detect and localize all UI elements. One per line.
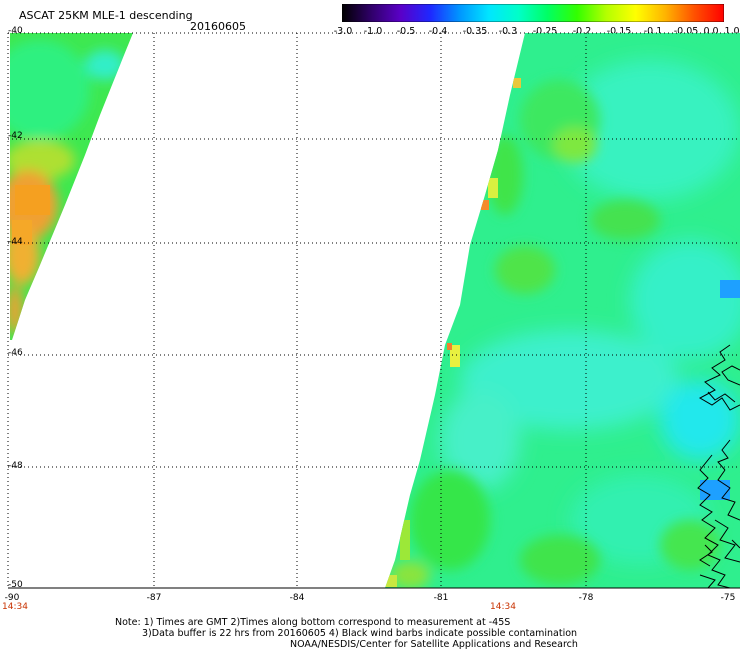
colorbar-label: -0.4 — [428, 26, 448, 37]
lat-label: -50 — [8, 580, 23, 590]
lon-label: -75 — [720, 593, 736, 603]
time-label: 14:34 — [490, 602, 516, 612]
note-line-1: Note: 1) Times are GMT 2)Times along bot… — [115, 617, 511, 628]
colorbar-label: -1.0 — [363, 26, 383, 37]
wind-map — [7, 32, 740, 589]
colorbar-label: 1.0 — [724, 26, 740, 37]
colorbar-label: -3.0 — [333, 26, 353, 37]
colorbar-label: -0.25 — [532, 26, 558, 37]
time-label: 14:34 — [2, 602, 28, 612]
map-title: ASCAT 25KM MLE-1 descending — [19, 9, 193, 22]
colorbar-labels: -3.0 -1.0 -0.5 -0.4 -0.35 -0.3 -0.25 -0.… — [330, 26, 740, 38]
lon-label: -81 — [433, 593, 449, 603]
note-line-3: NOAA/NESDIS/Center for Satellite Applica… — [290, 639, 578, 650]
lat-label: -42 — [8, 131, 23, 141]
lon-label: -84 — [289, 593, 305, 603]
note-line-2: 3)Data buffer is 22 hrs from 20160605 4)… — [142, 628, 578, 639]
gridlines — [7, 32, 740, 588]
colorbar — [342, 4, 724, 22]
map-date: 20160605 — [190, 20, 246, 33]
colorbar-label: -0.1 — [643, 26, 663, 37]
colorbar-gradient — [342, 4, 724, 22]
colorbar-label: 0.0 — [703, 26, 719, 37]
colorbar-label: -0.05 — [673, 26, 699, 37]
right-swath — [385, 33, 740, 588]
coastline — [697, 344, 740, 589]
colorbar-label: -0.5 — [396, 26, 416, 37]
left-swath — [10, 33, 133, 340]
colorbar-label: -0.2 — [572, 26, 592, 37]
colorbar-label: -0.35 — [462, 26, 488, 37]
lat-label: -46 — [8, 348, 23, 358]
lon-label: -78 — [578, 593, 594, 603]
lat-label: -48 — [8, 461, 23, 471]
lon-label: -87 — [146, 593, 162, 603]
lat-label: -40 — [8, 26, 23, 36]
colorbar-label: -0.15 — [606, 26, 632, 37]
lon-label: -90 — [4, 593, 20, 603]
lat-label: -44 — [8, 237, 23, 247]
colorbar-label: -0.3 — [498, 26, 518, 37]
